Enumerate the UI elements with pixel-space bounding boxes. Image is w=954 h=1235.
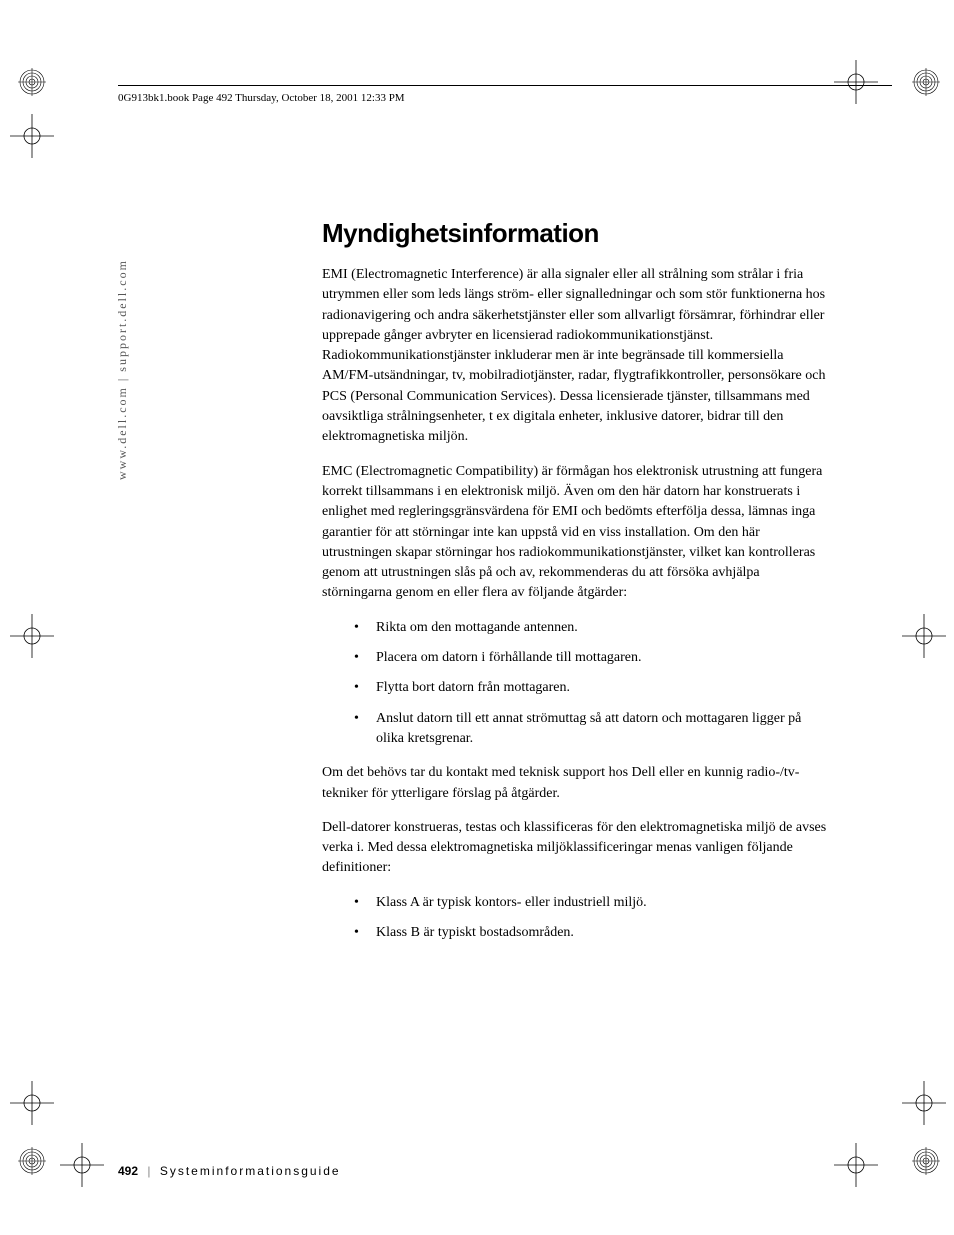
- list-item: Klass A är typisk kontors- eller industr…: [354, 893, 832, 913]
- page-content: Myndighetsinformation EMI (Electromagnet…: [322, 218, 832, 957]
- crop-mark-tr-spiral: [912, 68, 940, 96]
- crop-mark-bl-cross2: [60, 1143, 104, 1187]
- crop-mark-br-spiral: [912, 1147, 940, 1175]
- list-item: Placera om datorn i förhållande till mot…: [354, 648, 832, 668]
- paragraph-4: Dell-datorer konstrueras, testas och kla…: [322, 818, 832, 879]
- bullet-list-1: Rikta om den mottagande antennen. Placer…: [322, 618, 832, 749]
- crop-mark-tl-spiral: [18, 68, 46, 96]
- crop-mark-br-cross2: [902, 1081, 946, 1125]
- page-footer: 492 | Systeminformationsguide: [118, 1164, 341, 1178]
- page-heading: Myndighetsinformation: [322, 218, 832, 249]
- list-item: Rikta om den mottagande antennen.: [354, 618, 832, 638]
- list-item: Klass B är typiskt bostadsområden.: [354, 923, 832, 943]
- list-item: Anslut datorn till ett annat strömuttag …: [354, 709, 832, 750]
- side-url: www.dell.com | support.dell.com: [115, 259, 130, 480]
- paragraph-1: EMI (Electromagnetic Interference) är al…: [322, 265, 832, 448]
- footer-separator: |: [147, 1164, 150, 1178]
- crop-mark-br-cross: [834, 1143, 878, 1187]
- header-rule: [118, 85, 892, 86]
- crop-mark-bl-spiral: [18, 1147, 46, 1175]
- bullet-list-2: Klass A är typisk kontors- eller industr…: [322, 893, 832, 944]
- crop-mark-tr-cross: [834, 60, 878, 104]
- running-head: 0G913bk1.book Page 492 Thursday, October…: [118, 92, 405, 104]
- paragraph-3: Om det behövs tar du kontakt med teknisk…: [322, 763, 832, 804]
- page-number: 492: [118, 1164, 138, 1178]
- paragraph-2: EMC (Electromagnetic Compatibility) är f…: [322, 462, 832, 604]
- crop-mark-ul-cross: [10, 114, 54, 158]
- crop-mark-ml-cross: [10, 614, 54, 658]
- guide-title: Systeminformationsguide: [160, 1164, 341, 1178]
- crop-mark-bl-cross: [10, 1081, 54, 1125]
- list-item: Flytta bort datorn från mottagaren.: [354, 678, 832, 698]
- crop-mark-mr-cross: [902, 614, 946, 658]
